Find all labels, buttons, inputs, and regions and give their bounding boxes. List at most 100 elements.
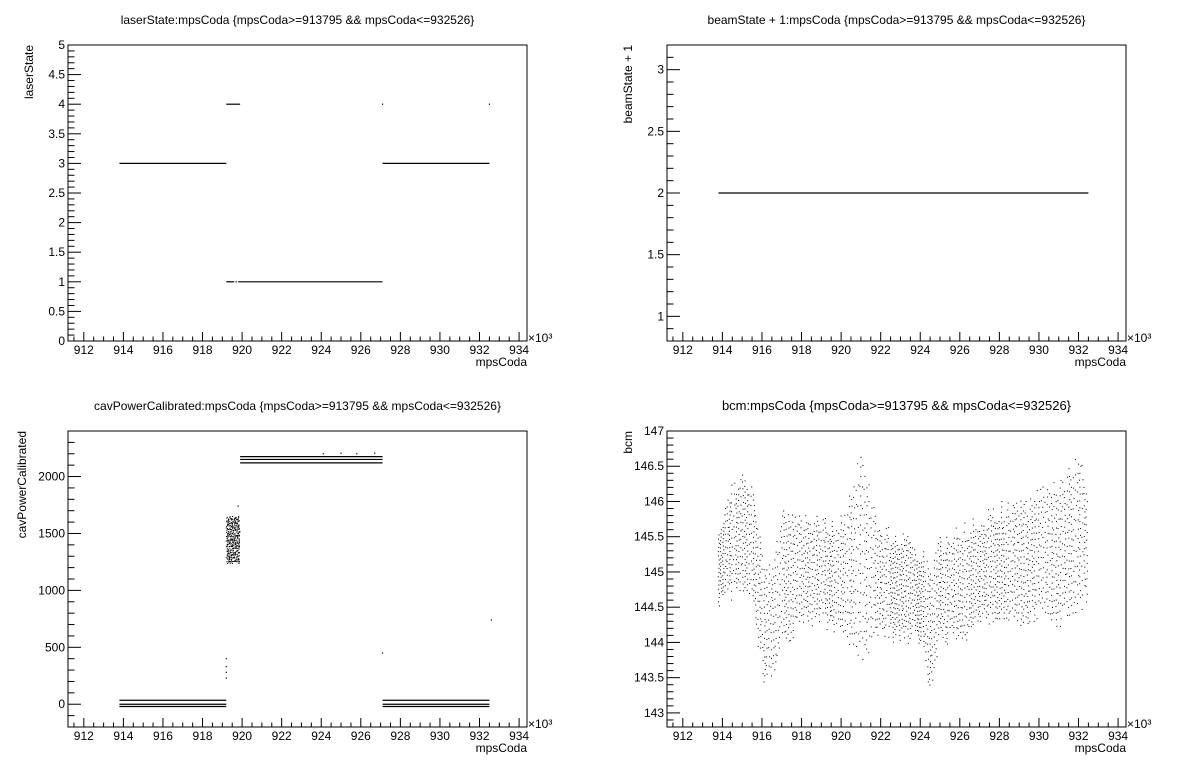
data-point — [947, 609, 949, 611]
data-point — [990, 576, 992, 578]
data-point — [233, 561, 235, 563]
data-point — [892, 641, 894, 643]
data-point — [898, 548, 900, 550]
data-point — [238, 525, 240, 527]
data-point — [847, 636, 849, 638]
data-point — [890, 560, 892, 562]
data-point — [898, 594, 900, 596]
data-point — [971, 598, 973, 600]
data-point — [959, 551, 961, 553]
data-point — [736, 526, 738, 528]
data-point — [717, 576, 719, 578]
data-point — [225, 527, 227, 529]
data-point — [930, 655, 932, 657]
data-point — [890, 603, 892, 605]
data-point — [742, 501, 744, 503]
data-point — [938, 627, 940, 629]
data-point — [748, 514, 750, 516]
data-point — [900, 588, 902, 590]
data-point — [1033, 557, 1035, 559]
data-point — [783, 567, 785, 569]
data-point — [1034, 526, 1036, 528]
data-point — [234, 528, 236, 530]
data-point — [231, 546, 233, 548]
data-point — [784, 606, 786, 608]
data-point — [1038, 525, 1040, 527]
data-point — [942, 581, 944, 583]
data-point — [979, 585, 981, 587]
data-point — [850, 579, 852, 581]
x-tick-label: 934 — [509, 343, 529, 357]
y-tick-label: 3.5 — [48, 127, 65, 141]
data-point — [226, 523, 228, 525]
data-point — [889, 556, 891, 558]
data-point — [874, 530, 876, 532]
data-point — [768, 582, 770, 584]
data-point — [766, 604, 768, 606]
data-point — [848, 548, 850, 550]
data-point — [765, 664, 767, 666]
data-point — [239, 531, 241, 533]
data-point — [1038, 594, 1040, 596]
data-point — [1053, 588, 1055, 590]
data-point — [968, 589, 970, 591]
data-point — [870, 596, 872, 598]
data-point — [925, 642, 927, 644]
data-point — [922, 566, 924, 568]
data-point — [1075, 611, 1077, 613]
data-point — [897, 558, 899, 560]
x-tick-label: 928 — [989, 729, 1009, 743]
data-point — [772, 592, 774, 594]
data-point — [1007, 598, 1009, 600]
data-point — [988, 528, 990, 530]
data-point — [1048, 506, 1050, 508]
data-point — [887, 614, 889, 616]
data-point — [777, 629, 779, 631]
x-tick-label: 932 — [470, 343, 490, 357]
data-point — [805, 529, 807, 531]
data-point — [750, 560, 752, 562]
data-point — [1034, 513, 1036, 515]
data-point — [1074, 566, 1076, 568]
data-point — [765, 621, 767, 623]
data-point — [794, 580, 796, 582]
data-point — [911, 547, 913, 549]
data-point — [237, 542, 239, 544]
data-point — [233, 538, 235, 540]
data-point — [990, 540, 992, 542]
data-point — [230, 557, 232, 559]
data-point — [985, 547, 987, 549]
data-point — [874, 545, 876, 547]
data-point — [999, 606, 1001, 608]
data-point — [1062, 543, 1064, 545]
data-point — [759, 536, 761, 538]
data-point — [1083, 572, 1085, 574]
data-point — [1075, 535, 1077, 537]
data-point — [900, 552, 902, 554]
data-point — [901, 614, 903, 616]
data-point — [940, 595, 942, 597]
data-point — [912, 579, 914, 581]
data-point — [881, 621, 883, 623]
data-point — [749, 553, 751, 555]
data-point — [232, 556, 234, 558]
data-point — [801, 554, 803, 556]
data-point — [940, 590, 942, 592]
data-point — [800, 574, 802, 576]
data-point — [861, 551, 863, 553]
data-point — [736, 582, 738, 584]
data-point — [786, 535, 788, 537]
data-point — [236, 545, 238, 547]
data-point — [1071, 582, 1073, 584]
data-point — [782, 589, 784, 591]
data-point — [886, 555, 888, 557]
data-point — [944, 611, 946, 613]
data-point — [766, 595, 768, 597]
data-point — [906, 549, 908, 551]
data-point — [825, 579, 827, 581]
data-point — [959, 600, 961, 602]
data-point — [1016, 604, 1018, 606]
data-point — [918, 586, 920, 588]
data-point — [799, 533, 801, 535]
data-point — [1029, 508, 1031, 510]
